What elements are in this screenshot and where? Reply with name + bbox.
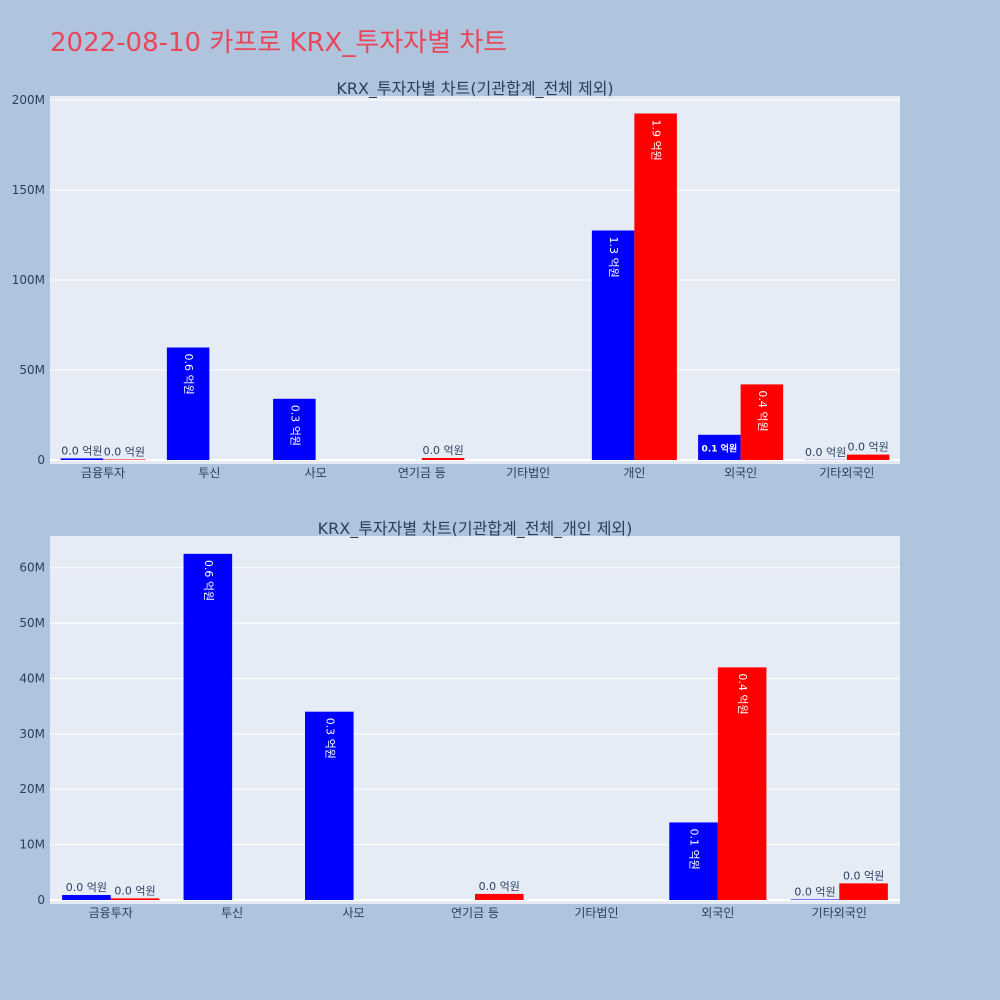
plot-area: [50, 536, 900, 904]
x-tick-label: 개인: [623, 466, 645, 480]
x-tick-label: 금융투자: [81, 466, 125, 480]
data-label: 0.0 억원: [794, 885, 835, 898]
y-tick-label: 0: [37, 893, 45, 907]
bar-buy: [698, 434, 741, 460]
data-label: 0.0 억원: [848, 441, 889, 454]
data-label: 0.1 억원: [688, 828, 701, 869]
bar-sell: [839, 883, 888, 900]
bar-sell: [717, 667, 767, 900]
data-label: 1.3 억원: [607, 237, 620, 278]
y-tick-label: 10M: [19, 838, 45, 852]
x-tick-label: 기타외국인: [819, 466, 874, 480]
chart-title: KRX_투자자별 차트(기관합계_전체 제외): [336, 79, 613, 99]
page-title: 2022-08-10 카프로 KRX_투자자별 차트: [50, 28, 508, 58]
y-tick-label: 40M: [19, 671, 45, 685]
bar-sell: [846, 454, 890, 460]
bar-buy: [591, 230, 635, 460]
data-label: 0.0 억원: [423, 444, 464, 457]
bar-sell: [103, 459, 146, 460]
data-label: 0.0 억원: [66, 881, 107, 894]
x-tick-label: 기타법인: [574, 906, 618, 920]
y-tick-label: 200M: [12, 93, 45, 107]
bar-buy: [60, 458, 104, 460]
bar-buy: [669, 822, 718, 900]
bar-buy: [183, 553, 233, 900]
bar-buy: [305, 711, 354, 900]
data-label: 0.1 억원: [702, 442, 738, 454]
bar-sell: [740, 384, 784, 460]
y-tick-label: 30M: [19, 727, 45, 741]
y-tick-label: 0: [37, 453, 45, 467]
y-tick-label: 100M: [12, 273, 45, 287]
y-tick-label: 60M: [19, 561, 45, 575]
data-label: 0.3 억원: [323, 718, 336, 759]
data-label: 1.9 억원: [650, 120, 663, 161]
bar-buy: [166, 347, 210, 460]
x-tick-label: 투신: [221, 906, 243, 920]
y-tick-label: 150M: [12, 183, 45, 197]
data-label: 0.3 억원: [288, 405, 301, 446]
y-tick-label: 20M: [19, 782, 45, 796]
x-tick-label: 사모: [305, 466, 327, 480]
chart-title: KRX_투자자별 차트(기관합계_전체_개인 제외): [318, 519, 633, 539]
bar-buy: [273, 398, 316, 460]
x-tick-label: 연기금 등: [451, 906, 499, 920]
x-tick-label: 사모: [343, 906, 365, 920]
data-label: 0.0 억원: [114, 884, 155, 897]
data-label: 0.0 억원: [843, 869, 884, 882]
x-tick-label: 기타외국인: [812, 906, 867, 920]
data-label: 0.4 억원: [756, 390, 769, 431]
bar-sell: [421, 458, 465, 460]
x-tick-label: 기타법인: [506, 466, 550, 480]
chart-1: 0 50M 100M 150M 200M KRX_투자자별 차트(기관합계_전체 제외) 금…: [12, 79, 900, 480]
data-label: 0.6 억원: [182, 354, 195, 395]
bar-sell: [110, 898, 160, 900]
bar-sell: [475, 893, 524, 900]
data-label: 0.6 억원: [202, 560, 215, 601]
x-tick-label: 외국인: [701, 906, 734, 920]
x-tick-label: 금융투자: [89, 906, 133, 920]
y-tick-label: 50M: [19, 363, 45, 377]
data-label: 0.0 억원: [479, 880, 520, 893]
bar-sell: [634, 113, 677, 460]
x-tick-label: 외국인: [724, 466, 757, 480]
data-label: 0.0 억원: [805, 446, 846, 459]
x-tick-label: 연기금 등: [398, 466, 446, 480]
data-label: 0.0 억원: [104, 445, 145, 458]
data-label: 0.4 억원: [736, 673, 749, 714]
data-label: 0.0 억원: [61, 444, 102, 457]
bar-buy: [790, 899, 840, 900]
chart-2: 0 10M 20M 30M 40M 50M 60M KRX_투자자별 차트(기관합계_전체_개…: [19, 519, 900, 920]
y-tick-label: 50M: [19, 616, 45, 630]
x-tick-label: 투신: [198, 466, 220, 480]
bar-buy: [62, 895, 111, 900]
